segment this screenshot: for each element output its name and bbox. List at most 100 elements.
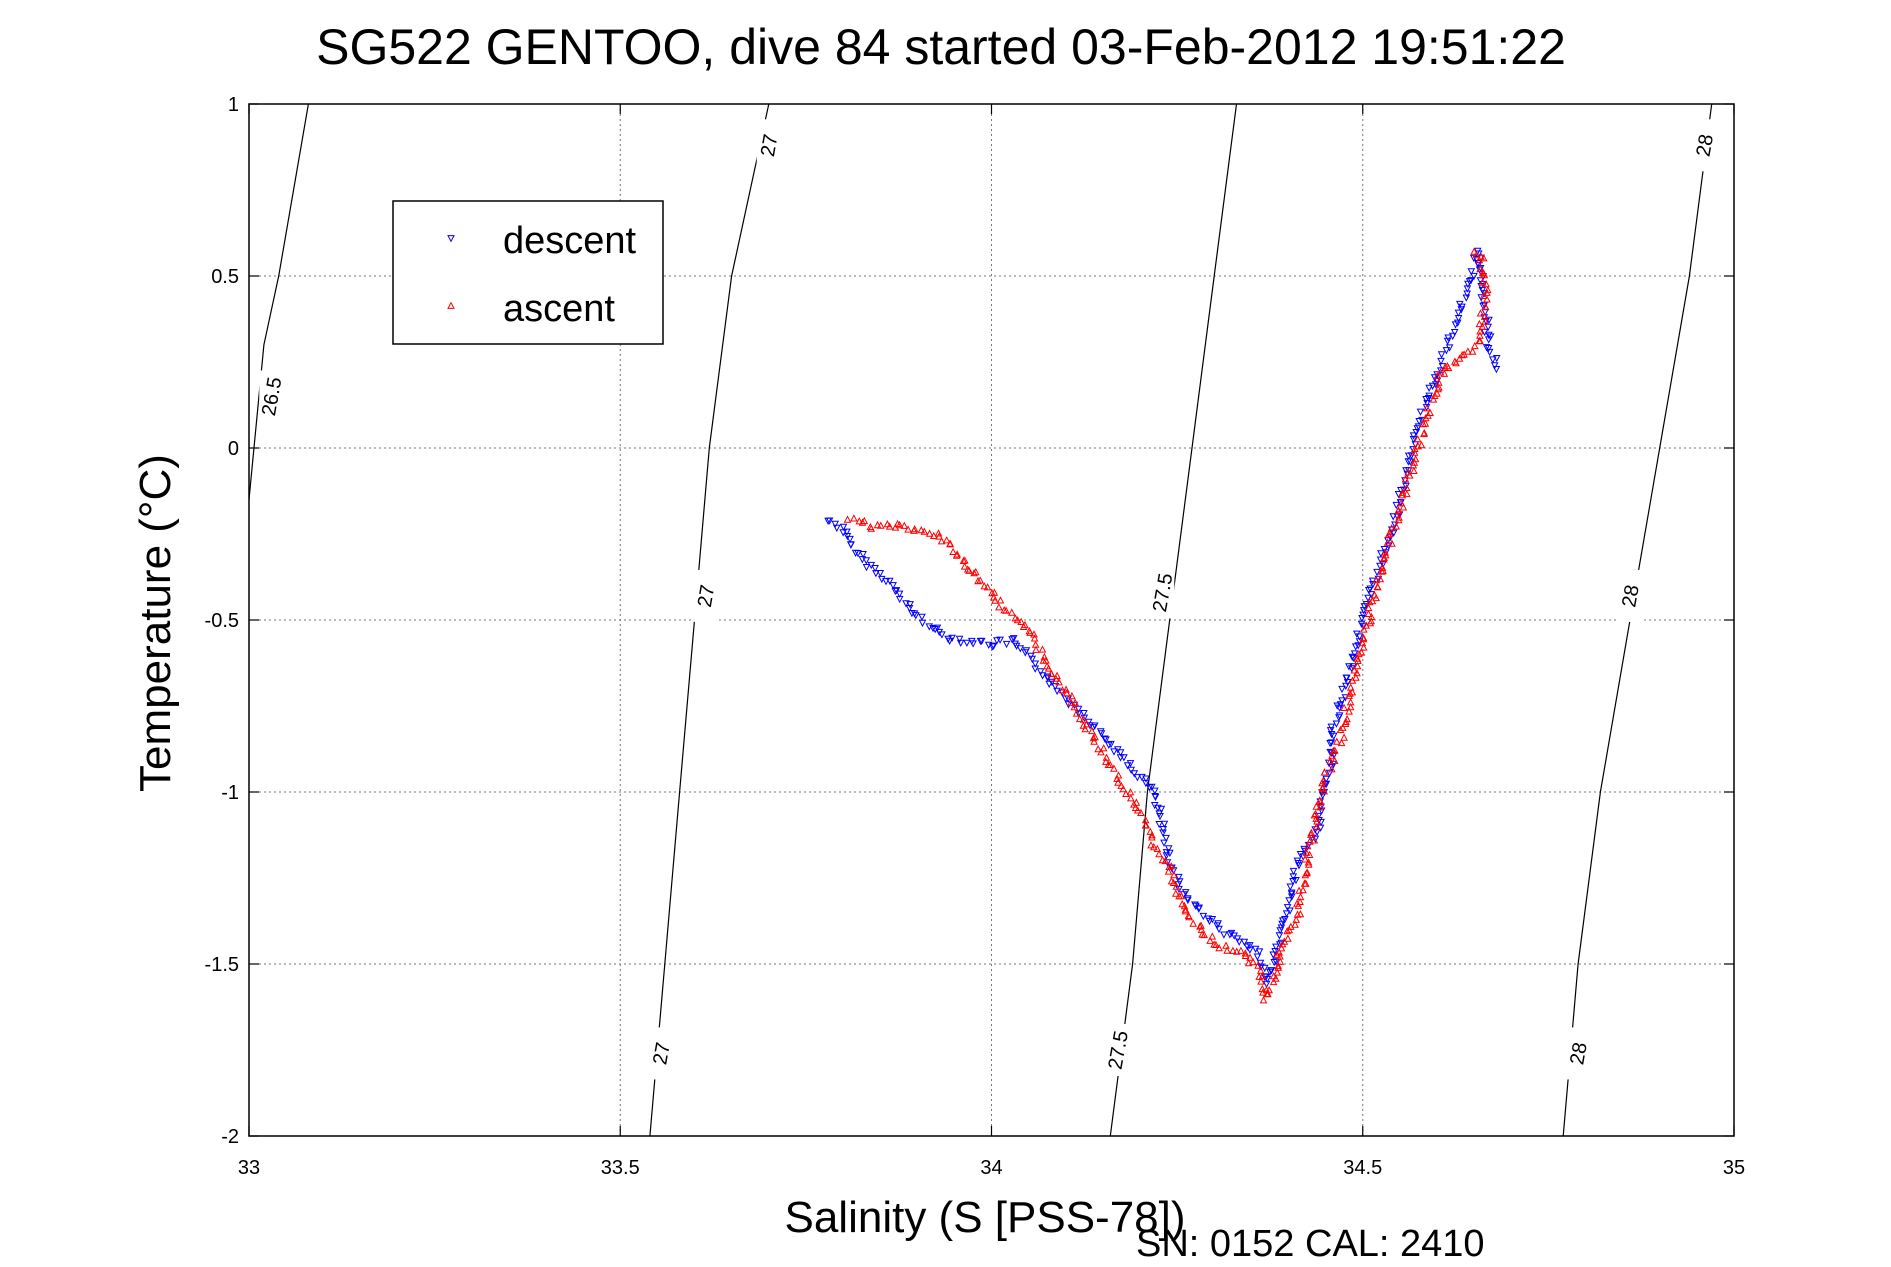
data-point — [969, 640, 977, 648]
data-point — [1235, 938, 1244, 946]
data-point — [895, 590, 904, 598]
data-point — [1310, 836, 1319, 844]
data-point — [1047, 669, 1056, 678]
data-point — [1397, 499, 1406, 507]
data-point — [976, 637, 985, 646]
data-point — [1155, 821, 1164, 829]
data-point — [1455, 354, 1464, 362]
data-point — [862, 557, 871, 565]
data-point — [1269, 951, 1278, 959]
data-point — [1387, 526, 1396, 534]
data-point — [858, 518, 867, 526]
data-point — [1472, 251, 1481, 259]
data-point — [1169, 878, 1178, 886]
data-point — [1367, 616, 1376, 625]
data-point — [1017, 617, 1026, 625]
data-point — [1153, 844, 1162, 852]
data-point — [1036, 668, 1045, 676]
data-point — [1484, 331, 1493, 340]
data-point — [1409, 432, 1418, 440]
data-point — [1326, 757, 1335, 765]
series-ascent — [843, 247, 1492, 1004]
data-point — [1470, 247, 1478, 255]
data-point — [1116, 749, 1125, 757]
data-point — [1359, 643, 1368, 651]
data-point — [1353, 654, 1362, 662]
data-point — [1478, 268, 1487, 276]
data-point — [1346, 698, 1355, 706]
data-point — [1464, 347, 1472, 355]
data-point — [1373, 583, 1382, 591]
contour-label-bg — [756, 119, 781, 172]
data-point — [1275, 948, 1284, 956]
data-point — [1038, 645, 1047, 653]
data-point — [871, 565, 879, 573]
data-point — [920, 527, 929, 535]
data-point — [1311, 809, 1320, 817]
data-point — [1079, 721, 1088, 729]
data-point — [1026, 628, 1034, 636]
data-point — [996, 596, 1005, 604]
data-point — [1480, 312, 1489, 320]
data-point — [1433, 371, 1442, 380]
data-point — [1156, 813, 1164, 821]
data-point — [1423, 404, 1431, 412]
data-point — [1272, 943, 1280, 951]
data-point — [1199, 912, 1208, 921]
data-point — [1090, 737, 1098, 745]
data-point — [847, 541, 855, 549]
data-point — [1413, 435, 1422, 443]
y-tick-label: -2 — [221, 1126, 239, 1148]
data-point — [1367, 591, 1376, 599]
data-point — [1346, 703, 1355, 711]
data-point — [1341, 682, 1350, 690]
data-point — [1102, 736, 1110, 744]
data-point — [872, 570, 880, 578]
contour-label: 28 — [1618, 583, 1644, 609]
data-point — [1181, 905, 1190, 913]
data-point — [843, 515, 852, 523]
data-point — [1404, 468, 1412, 476]
data-point — [1277, 944, 1286, 952]
data-point — [1164, 845, 1173, 853]
data-point — [1402, 483, 1411, 491]
data-point — [1101, 757, 1110, 765]
data-point — [1389, 513, 1398, 521]
data-point — [1476, 331, 1484, 339]
data-point — [1315, 796, 1324, 804]
data-point — [946, 539, 954, 547]
data-point — [895, 520, 904, 529]
data-point — [846, 535, 854, 544]
data-point — [956, 639, 965, 647]
data-point — [904, 525, 912, 533]
data-point — [1296, 897, 1304, 905]
data-point — [1114, 778, 1122, 786]
data-point — [1352, 630, 1361, 638]
data-point — [980, 582, 989, 590]
data-point — [1255, 972, 1264, 980]
density-contour-26.5 — [249, 104, 309, 500]
data-point — [1104, 741, 1113, 749]
data-point — [1051, 683, 1060, 691]
data-point — [1270, 959, 1279, 967]
contour-label: 27 — [694, 583, 720, 609]
data-point — [1226, 931, 1234, 939]
data-point — [1364, 594, 1372, 602]
data-point — [1126, 760, 1135, 768]
data-point — [1373, 568, 1381, 577]
data-point — [1274, 963, 1283, 971]
data-point — [1094, 744, 1102, 753]
data-point — [906, 601, 914, 609]
data-point — [1410, 466, 1418, 474]
data-point — [1388, 539, 1396, 547]
data-point — [965, 566, 973, 574]
data-point — [1296, 851, 1305, 859]
contour-label-bg — [1692, 119, 1717, 172]
data-point — [1467, 277, 1475, 285]
data-point — [1110, 764, 1118, 772]
data-point — [1484, 345, 1493, 353]
data-point — [1281, 916, 1289, 924]
data-point — [1328, 751, 1336, 759]
data-point — [1215, 925, 1223, 934]
data-point — [1241, 951, 1250, 959]
